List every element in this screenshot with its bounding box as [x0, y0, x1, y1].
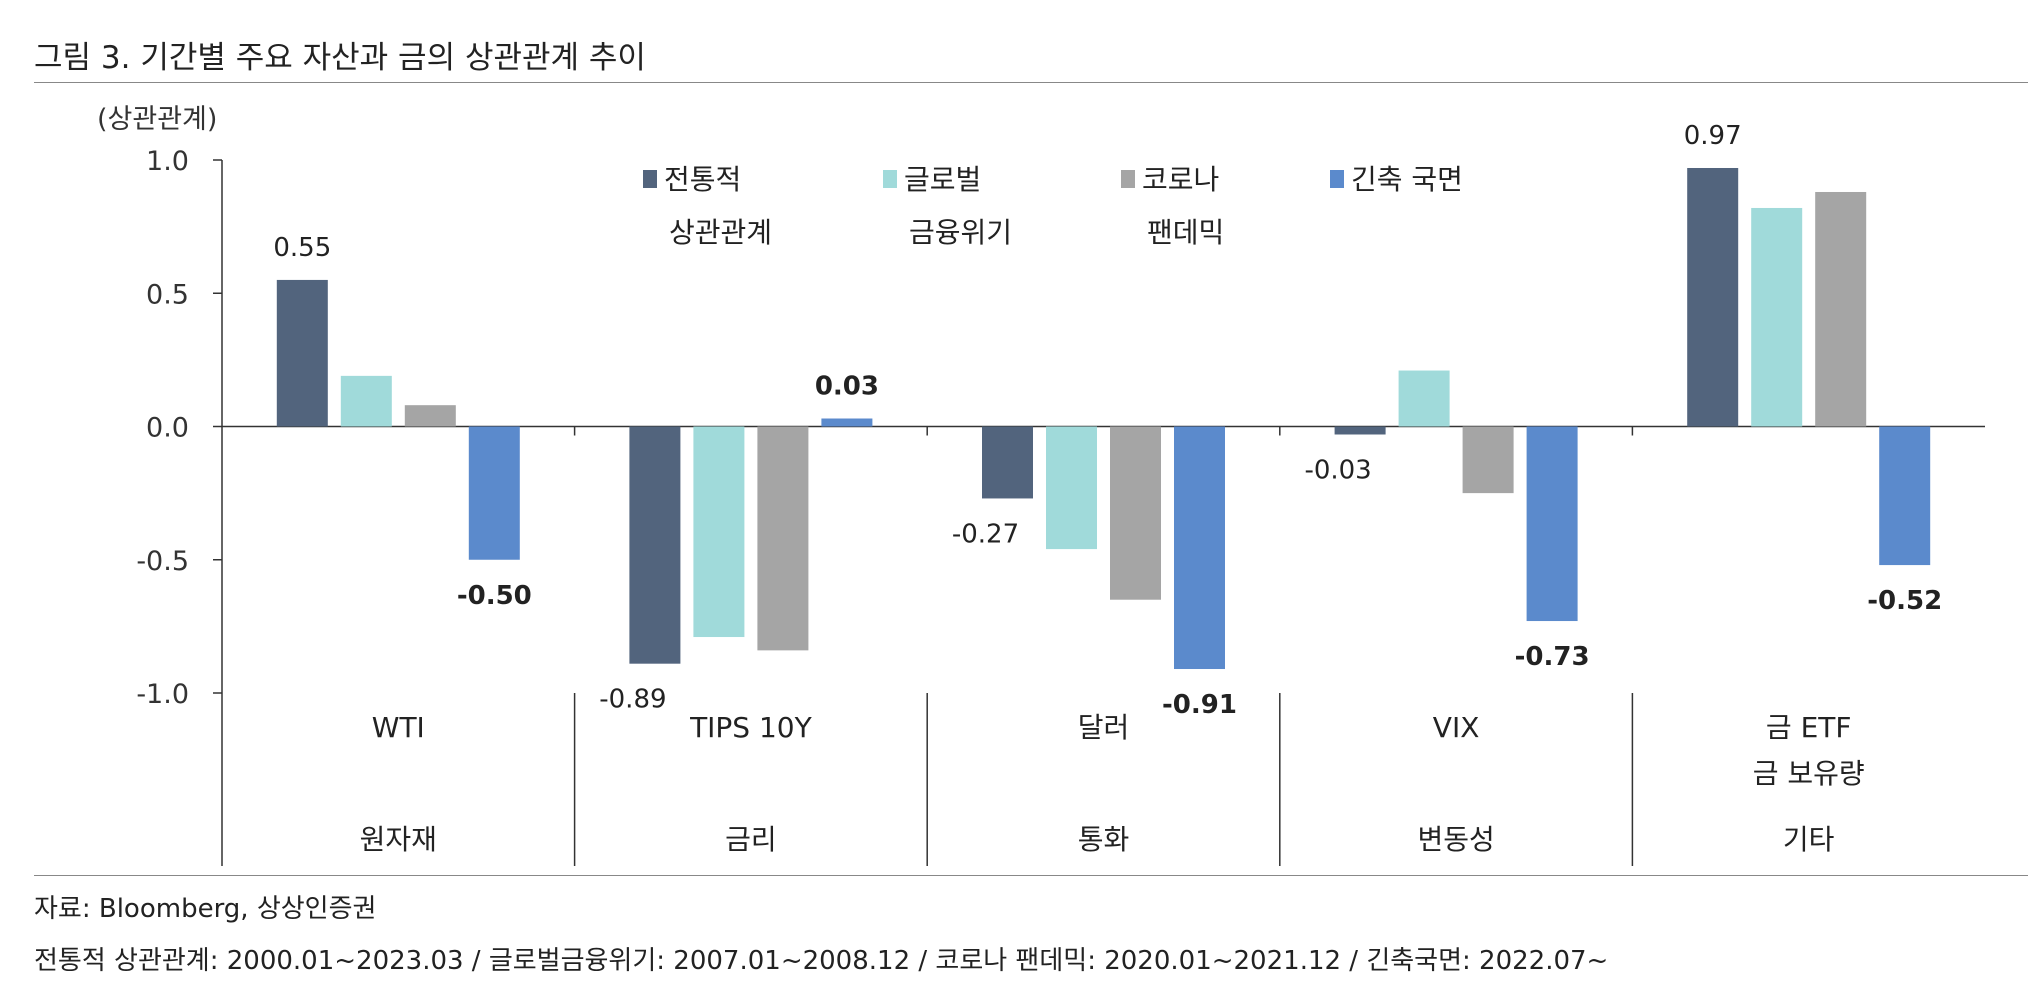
bar: [821, 418, 873, 427]
category-label: WTI: [372, 711, 425, 744]
data-label: -0.52: [1867, 586, 1942, 616]
y-tick-label: 0.5: [146, 279, 189, 310]
category-label: 금 ETF: [1766, 711, 1852, 744]
y-tick-label: 0.0: [146, 413, 189, 444]
title-divider: [34, 82, 2028, 83]
bar: [1110, 426, 1161, 600]
bar: [1398, 370, 1450, 427]
bar: [1751, 207, 1803, 427]
bar: [1462, 426, 1514, 494]
category-label: TIPS 10Y: [689, 711, 813, 744]
group-label: 금리: [725, 823, 777, 856]
bar: [1174, 426, 1225, 670]
data-label: 0.03: [815, 372, 879, 402]
bar: [468, 426, 520, 560]
bar: [1879, 426, 1931, 566]
y-tick-label: -0.5: [136, 546, 189, 577]
legend-label: 상관관계: [669, 216, 772, 249]
category-label: VIX: [1433, 711, 1480, 744]
category-label: 금 보유량: [1753, 757, 1865, 790]
bar: [693, 426, 745, 638]
data-label: -0.50: [457, 581, 532, 611]
legend-swatch: [643, 170, 657, 188]
legend-label: 코로나: [1142, 163, 1219, 196]
group-label: 통화: [1078, 823, 1130, 856]
y-tick-label: 1.0: [146, 146, 189, 177]
bar: [1334, 426, 1386, 435]
data-label: -0.73: [1515, 642, 1590, 672]
source-note: 자료: Bloomberg, 상상인증권: [34, 894, 377, 924]
bar: [404, 405, 456, 427]
category-label: 달러: [1078, 711, 1130, 744]
legend-label: 금융위기: [909, 216, 1012, 249]
data-label: -0.91: [1162, 690, 1237, 720]
bars: [276, 167, 1931, 670]
legend-swatch: [1330, 170, 1344, 188]
group-label: 원자재: [360, 823, 437, 856]
bar: [276, 279, 328, 427]
legend-swatch: [883, 170, 897, 188]
bar: [629, 426, 681, 664]
legend-label: 글로벌: [904, 163, 981, 196]
legend-swatch: [1121, 170, 1135, 188]
group-label: 변동성: [1417, 823, 1494, 856]
bar: [982, 426, 1033, 499]
y-axis-title: (상관관계): [97, 104, 217, 135]
legend-label: 긴축 국면: [1351, 163, 1463, 196]
correlation-bar-chart: (상관관계) 1.0 0.5 0.0 -0.5 -1.0 0.55 -0.89 -0.27 -…: [97, 104, 1985, 866]
legend-label: 팬데믹: [1147, 216, 1224, 249]
figure-title: 그림 3. 기간별 주요 자산과 금의 상관관계 추이: [34, 40, 646, 76]
bar: [1815, 191, 1867, 427]
y-tick-label: -1.0: [136, 679, 189, 710]
data-label: -0.03: [1304, 455, 1371, 485]
data-labels: 0.55 -0.89 -0.27 -0.03 0.97 -0.50 0.03 -0.91 -0.…: [273, 121, 1942, 720]
bar: [757, 426, 809, 651]
bar: [1046, 426, 1097, 550]
data-label: 0.97: [1684, 121, 1742, 151]
data-label: -0.27: [952, 519, 1019, 549]
bar: [1687, 167, 1739, 427]
data-label: -0.89: [599, 685, 666, 715]
footer-divider: [34, 875, 2028, 876]
group-label: 기타: [1783, 823, 1835, 856]
bar: [1526, 426, 1578, 622]
period-note: 전통적 상관관계: 2000.01~2023.03 / 글로벌금융위기: 200…: [34, 946, 1609, 976]
data-label: 0.55: [273, 233, 331, 263]
legend-label: 전통적: [664, 163, 741, 196]
bar: [340, 375, 392, 427]
